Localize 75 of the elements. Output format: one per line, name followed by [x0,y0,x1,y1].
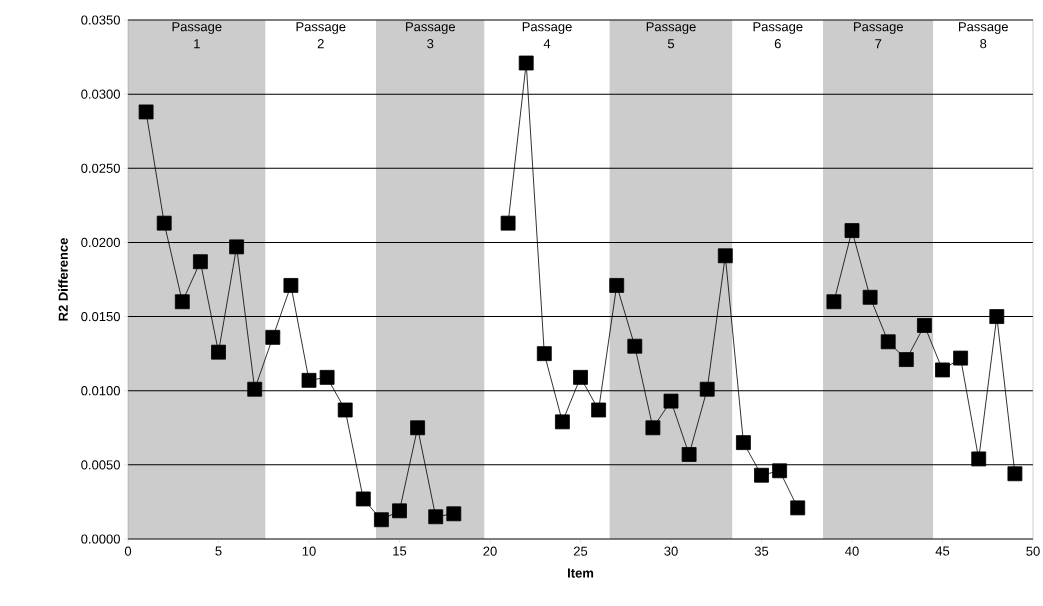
point [392,503,407,519]
point [247,381,263,397]
point [880,334,896,350]
point [211,344,226,360]
point [826,294,842,310]
point [663,393,679,409]
y-tick-label: 0.0000 [81,534,120,544]
y-tick-label: 0.0150 [81,311,120,322]
point [428,509,444,525]
point [591,402,607,418]
point [174,294,190,310]
point [772,463,788,479]
band-label: Passage 1 [172,22,222,49]
band-label: Passage 3 [406,22,455,49]
x-tick-label: 35 [754,546,769,556]
x-tick-label: 30 [664,546,678,556]
point [374,512,389,528]
x-tick-label: 40 [845,546,859,556]
point [319,369,335,385]
point [736,435,751,451]
point [935,362,950,378]
point [573,369,588,385]
x-tick-label: 0 [124,546,132,556]
x-tick-label: 5 [215,546,222,556]
band-label: Passage 7 [854,22,903,49]
point [156,215,172,231]
point [1007,466,1023,482]
x-tick-label: 10 [302,546,316,556]
x-tick-label: 25 [573,546,588,556]
point [862,289,878,305]
point [536,346,552,362]
point [989,309,1005,324]
point [754,467,769,483]
point [953,350,969,366]
band-label: Passage 4 [522,22,572,49]
y-tick-label: 0.0100 [81,386,120,396]
point [265,329,281,345]
point [410,420,426,436]
point [337,402,353,418]
y-tick-label: 0.0350 [81,15,120,25]
point [790,500,806,516]
y-tick-label: 0.0300 [81,89,120,99]
x-axis-title: Item [568,568,594,578]
band-label: Passage 2 [296,22,346,49]
point [229,239,245,255]
band-label: Passage 6 [753,22,803,49]
point [609,278,625,293]
x-tick-label: 45 [935,546,950,556]
point [917,318,932,333]
point [898,352,914,367]
point [971,451,987,467]
band-label: Passage 5 [646,22,696,49]
point [555,414,570,430]
point [717,248,733,264]
point [681,447,697,462]
point [627,338,643,354]
point [446,506,462,522]
point [193,254,208,270]
x-tick-label: 20 [483,546,497,556]
point [645,420,661,436]
y-tick-label: 0.0250 [81,163,120,173]
point [355,491,371,507]
x-tick-label: 15 [393,546,407,556]
point [301,372,317,388]
point [699,381,715,397]
y-tick-label: 0.0050 [81,460,120,470]
y-axis-title: R2 Difference [58,238,68,321]
point [283,278,299,293]
x-tick-label: 50 [1026,546,1040,556]
point [500,215,516,231]
y-tick-label: 0.0200 [81,237,120,248]
point [518,55,534,71]
point [138,104,154,120]
band-label: Passage 8 [959,22,1008,49]
point [844,223,860,238]
